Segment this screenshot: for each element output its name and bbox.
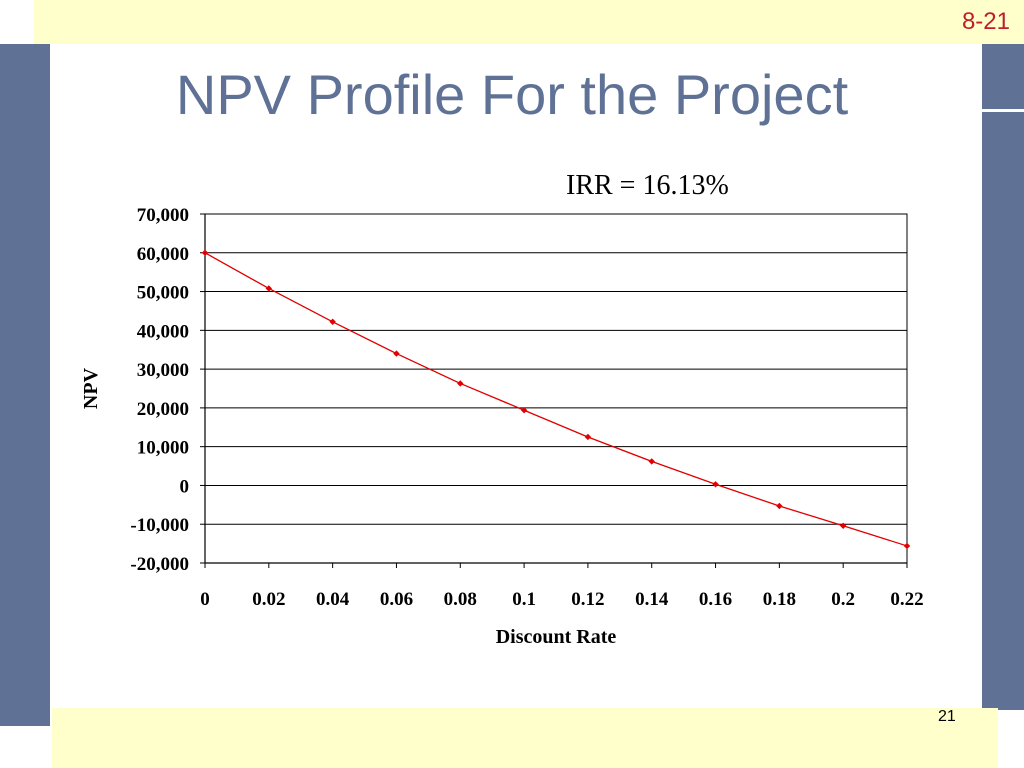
y-axis-title: NPV (80, 367, 102, 409)
top-banner (34, 0, 1024, 44)
x-axis-ticks: 0 0.02 0.04 0.06 0.08 0.1 0.12 0.14 0.16 0.18 0.2 0… (200, 589, 923, 610)
axis-lines (200, 213, 908, 568)
x-tick-label: 0.06 (380, 589, 413, 610)
left-frame-bar (0, 44, 50, 726)
y-tick-label: 50,000 (137, 283, 189, 304)
x-tick-label: 0.1 (512, 589, 536, 610)
data-point (520, 407, 528, 414)
data-point (903, 542, 911, 550)
x-tick-label: 0.18 (763, 589, 796, 610)
x-tick-label: 0.14 (635, 589, 669, 610)
x-tick-label: 0.2 (831, 589, 855, 610)
grid-lines (205, 213, 907, 564)
y-tick-label: 30,000 (137, 360, 189, 381)
series-layer (201, 249, 911, 550)
data-point (457, 380, 464, 387)
x-tick-label: 0.22 (890, 589, 923, 610)
y-tick-label: 10,000 (137, 438, 189, 459)
y-tick-label: 70,000 (137, 205, 189, 226)
x-tick-label: 0.16 (699, 589, 732, 610)
slide-title: NPV Profile For the Project (175, 63, 849, 126)
y-tick-label: -10,000 (130, 515, 189, 536)
x-tick-label: 0.04 (316, 589, 350, 610)
y-tick-label: 60,000 (137, 244, 189, 265)
data-point (776, 502, 783, 510)
plot-area (204, 213, 908, 564)
right-frame-bar-upper (982, 44, 1024, 109)
npv-series-line (204, 252, 908, 547)
data-point (329, 318, 336, 326)
data-point (393, 350, 400, 357)
y-tick-label: 40,000 (137, 321, 189, 342)
y-tick-label: 20,000 (137, 399, 189, 420)
x-tick-label: 0.02 (252, 589, 285, 610)
x-tick-label: 0.08 (444, 589, 477, 610)
y-axis-ticks: 70,000 60,000 50,000 40,000 30,000 20,000 10,0… (130, 205, 189, 575)
slide-code: 8-21 (961, 8, 1010, 35)
irr-annotation: IRR = 16.13% (566, 170, 729, 201)
right-frame-bar-lower (982, 112, 1024, 710)
data-point (648, 458, 655, 465)
x-tick-label: 0.12 (571, 589, 604, 610)
data-point (201, 249, 209, 256)
x-axis-title: Discount Rate (496, 626, 617, 648)
y-tick-label: -20,000 (130, 554, 189, 575)
data-point (839, 522, 847, 529)
data-point (584, 433, 592, 441)
y-tick-label: 0 (180, 476, 190, 497)
bottom-banner (52, 708, 998, 768)
data-point (265, 285, 273, 292)
data-point (712, 481, 719, 488)
page-number: 21 (938, 708, 956, 725)
x-tick-label: 0 (200, 589, 210, 610)
